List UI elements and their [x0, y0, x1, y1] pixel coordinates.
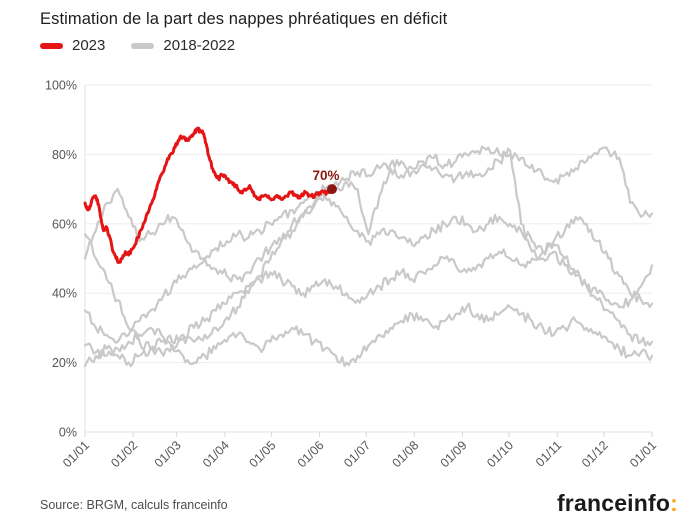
series-line: [83, 145, 654, 347]
end-point-dot: [326, 184, 337, 195]
x-axis-tick-label: 01/01: [60, 438, 92, 470]
chart-legend: 2023 2018-2022: [40, 37, 235, 54]
x-axis-tick-label: 01/01: [627, 438, 659, 470]
legend-swatch-2023: [40, 42, 63, 49]
y-axis-tick-label: 80%: [52, 148, 77, 162]
y-axis-tick-label: 0%: [59, 426, 77, 440]
series-line: [83, 146, 654, 283]
x-axis-tick-label: 01/03: [152, 438, 184, 470]
source-note: Source: BRGM, calculs franceinfo: [40, 498, 228, 512]
x-axis-tick-label: 01/12: [579, 438, 611, 470]
legend-label-2018-2022: 2018-2022: [163, 37, 236, 54]
franceinfo-logo-colon: :: [670, 490, 678, 516]
y-axis-tick-label: 100%: [45, 79, 77, 93]
x-axis-tick-label: 01/04: [200, 438, 232, 470]
legend-item-2023: 2023: [40, 37, 105, 54]
series-line: [83, 302, 654, 368]
franceinfo-logo: franceinfo:: [557, 490, 678, 517]
x-axis-tick-label: 01/08: [389, 438, 421, 470]
x-axis-tick-label: 01/10: [484, 438, 516, 470]
franceinfo-logo-text: franceinfo: [556, 490, 671, 516]
x-axis-tick-label: 01/11: [533, 438, 564, 469]
legend-swatch-2018-2022: [131, 42, 155, 49]
series-line: [83, 243, 654, 360]
x-axis-tick-label: 01/07: [341, 438, 373, 470]
y-axis-tick-label: 40%: [52, 287, 77, 301]
legend-label-2023: 2023: [72, 37, 106, 54]
x-axis-tick-label: 01/06: [295, 438, 327, 470]
chart-title: Estimation de la part des nappes phréati…: [40, 10, 448, 28]
y-axis-tick-label: 60%: [52, 217, 77, 231]
y-axis-tick-label: 20%: [52, 356, 77, 370]
legend-item-2018-2022: 2018-2022: [131, 37, 235, 54]
value-annotation: 70%: [312, 168, 339, 183]
x-axis-tick-label: 01/05: [247, 438, 279, 470]
x-axis-tick-label: 01/09: [438, 438, 470, 470]
series-line: [83, 126, 334, 265]
x-axis-tick-label: 01/02: [108, 438, 140, 470]
